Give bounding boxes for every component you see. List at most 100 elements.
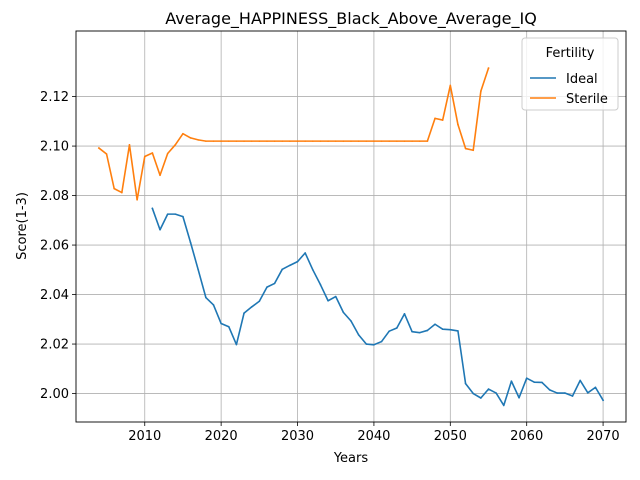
data-point-sterile xyxy=(373,140,375,142)
data-point-ideal xyxy=(556,392,559,394)
data-point-ideal xyxy=(571,395,574,397)
data-point-sterile xyxy=(357,140,360,142)
data-point-ideal xyxy=(480,397,482,399)
series-layer xyxy=(97,67,605,407)
data-point-ideal xyxy=(220,322,222,325)
data-point-ideal xyxy=(342,311,345,314)
data-point-sterile xyxy=(380,140,383,142)
x-tick-label: 2040 xyxy=(357,429,390,444)
data-point-ideal xyxy=(357,334,360,336)
data-point-sterile xyxy=(403,140,406,142)
data-point-sterile xyxy=(411,140,413,142)
data-point-sterile xyxy=(189,137,192,139)
data-point-ideal xyxy=(227,325,230,328)
data-point-sterile xyxy=(327,140,329,142)
data-point-ideal xyxy=(189,241,192,244)
data-point-ideal xyxy=(396,327,398,329)
data-point-ideal xyxy=(304,252,306,254)
data-point-ideal xyxy=(594,386,597,389)
data-point-sterile xyxy=(182,132,184,135)
axis-ticks: 2010 2020 2030 2040 2050 2060 2070 2.00 2.02 2.04… xyxy=(40,90,620,444)
data-point-sterile xyxy=(235,140,238,142)
data-point-ideal xyxy=(525,377,528,380)
y-tick-label: 2.00 xyxy=(40,387,69,402)
y-axis-label: Score(1-3) xyxy=(15,192,30,260)
data-point-sterile xyxy=(212,140,215,142)
legend-box xyxy=(521,37,619,111)
data-point-sterile xyxy=(143,155,146,158)
data-point-sterile xyxy=(273,140,276,142)
data-point-sterile xyxy=(289,140,291,142)
data-point-ideal xyxy=(518,396,520,399)
data-point-sterile xyxy=(136,198,138,201)
chart-title: Average_HAPPINESS_Black_Above_Average_IQ xyxy=(165,9,537,29)
data-point-sterile xyxy=(258,140,261,142)
legend-label-sterile: Sterile xyxy=(566,92,608,107)
data-point-sterile xyxy=(426,140,429,142)
y-tick-label: 2.12 xyxy=(40,90,69,105)
data-point-ideal xyxy=(182,215,184,218)
data-point-ideal xyxy=(502,404,505,407)
data-point-sterile xyxy=(113,187,115,190)
data-point-ideal xyxy=(457,330,459,332)
data-point-ideal xyxy=(365,343,368,345)
x-tick-label: 2020 xyxy=(205,429,238,444)
data-point-ideal xyxy=(205,296,207,299)
data-point-ideal xyxy=(418,331,421,334)
data-point-ideal xyxy=(250,306,253,308)
data-point-ideal xyxy=(151,207,154,210)
data-point-sterile xyxy=(441,119,444,121)
data-point-ideal xyxy=(426,329,429,332)
data-point-sterile xyxy=(227,140,230,142)
data-point-sterile xyxy=(365,140,368,142)
x-axis-label: Years xyxy=(333,451,369,466)
data-point-sterile xyxy=(472,149,475,152)
data-point-sterile xyxy=(480,90,482,92)
y-tick-label: 2.06 xyxy=(40,239,69,254)
data-point-ideal xyxy=(289,264,291,267)
data-point-ideal xyxy=(510,380,513,382)
data-point-sterile xyxy=(457,123,459,126)
data-point-ideal xyxy=(434,323,436,326)
data-point-sterile xyxy=(205,140,207,142)
legend: Fertility Ideal Sterile xyxy=(521,37,619,111)
x-tick-label: 2050 xyxy=(434,429,467,444)
data-point-sterile xyxy=(464,147,467,150)
data-point-ideal xyxy=(548,389,551,391)
data-point-ideal xyxy=(281,268,284,271)
data-point-ideal xyxy=(373,343,375,346)
data-point-sterile xyxy=(319,140,322,142)
data-point-ideal xyxy=(174,213,177,215)
data-point-ideal xyxy=(380,340,383,343)
data-point-sterile xyxy=(98,147,100,149)
data-point-ideal xyxy=(587,392,589,394)
plot-frame xyxy=(75,30,627,423)
legend-label-ideal: Ideal xyxy=(566,72,598,87)
data-point-sterile xyxy=(174,144,177,146)
data-point-ideal xyxy=(441,328,444,331)
data-point-ideal xyxy=(541,381,543,384)
data-point-sterile xyxy=(159,174,161,177)
data-point-sterile xyxy=(350,140,352,142)
data-point-ideal xyxy=(266,286,268,288)
data-point-sterile xyxy=(250,140,253,142)
data-point-sterile xyxy=(281,140,284,142)
data-point-ideal xyxy=(472,392,475,395)
data-point-sterile xyxy=(266,140,268,142)
data-point-ideal xyxy=(350,320,352,322)
data-point-sterile xyxy=(449,84,452,87)
data-point-ideal xyxy=(235,343,238,346)
series-line-sterile xyxy=(97,67,490,201)
data-point-ideal xyxy=(197,269,200,271)
data-point-sterile xyxy=(312,140,314,142)
data-point-sterile xyxy=(434,117,436,120)
data-point-ideal xyxy=(312,269,314,271)
x-tick-label: 2070 xyxy=(587,429,620,444)
x-tick-label: 2060 xyxy=(510,429,543,444)
data-point-ideal xyxy=(212,304,215,306)
data-point-ideal xyxy=(319,283,322,286)
data-point-sterile xyxy=(296,140,299,142)
data-point-sterile xyxy=(197,139,200,141)
data-point-sterile xyxy=(334,140,337,142)
